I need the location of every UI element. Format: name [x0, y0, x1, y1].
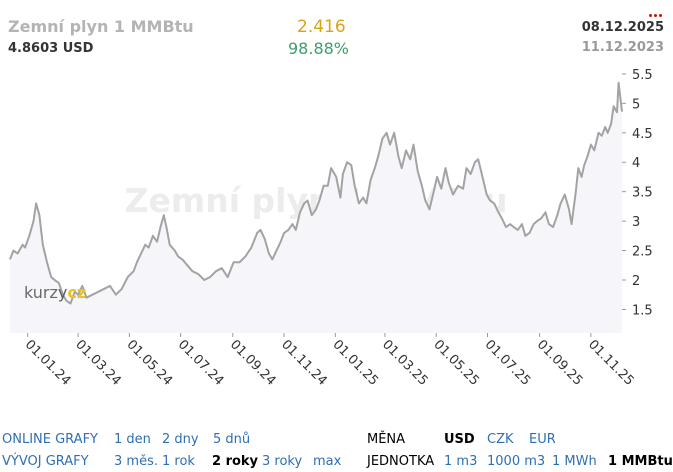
- x-tick-label: 01.07.25: [482, 337, 534, 389]
- range-1-day[interactable]: 1 den: [114, 432, 151, 447]
- price-change-percent: 98.88%: [288, 39, 350, 58]
- chart-title: Zemní plyn 1 MMBtu: [8, 17, 194, 36]
- y-tick-label: 2.5: [632, 245, 653, 260]
- history-charts-label: VÝVOJ GRAFY: [2, 454, 89, 469]
- current-price: 4.8603 USD: [8, 41, 94, 56]
- range-1-year[interactable]: 1 rok: [162, 454, 195, 469]
- y-tick-label: 5.5: [632, 68, 653, 83]
- range-5-days[interactable]: 5 dnů: [213, 432, 251, 447]
- y-tick-label: 3: [632, 215, 640, 230]
- price-change: 2.416: [297, 17, 346, 37]
- unit-1-m3[interactable]: 1 m3: [444, 454, 478, 469]
- y-tick-label: 2: [632, 274, 640, 289]
- currency-label: MĚNA: [367, 432, 406, 447]
- y-tick-label: 3.5: [632, 186, 653, 201]
- x-tick-label: 01.01.24: [22, 337, 74, 389]
- x-tick-label: 01.03.25: [379, 337, 431, 389]
- x-tick-label: 01.11.25: [585, 337, 637, 389]
- range-3-years[interactable]: 3 roky: [262, 454, 303, 469]
- x-tick-label: 01.01.25: [330, 337, 382, 389]
- unit-1-mmbtu[interactable]: 1 MMBtu: [608, 454, 673, 469]
- x-tick-label: 01.09.24: [227, 337, 279, 389]
- date-from: 11.12.2023: [581, 40, 664, 55]
- x-tick-label: 01.09.25: [534, 337, 586, 389]
- x-tick-label: 01.07.24: [175, 337, 227, 389]
- range-2-days[interactable]: 2 dny: [162, 432, 199, 447]
- x-tick-label: 01.03.24: [72, 337, 124, 389]
- y-tick-label: 4: [632, 156, 640, 171]
- x-tick-label: 01.11.24: [278, 337, 330, 389]
- unit-1000-m3[interactable]: 1000 m3: [487, 454, 546, 469]
- currency-czk[interactable]: CZK: [487, 432, 514, 447]
- x-tick-label: 01.05.25: [430, 337, 482, 389]
- unit-label: JEDNOTKA: [367, 454, 435, 469]
- y-tick-label: 5: [632, 97, 640, 112]
- price-area: [10, 82, 622, 333]
- date-to: 08.12.2025: [581, 20, 664, 35]
- price-line: [9, 81, 623, 305]
- range-3-months[interactable]: 3 měs.: [114, 454, 158, 469]
- price-chart: Zemní plyn 1 MMBtu 1.522.533.544.555.5 0…: [9, 68, 653, 389]
- y-tick-label: 1.5: [632, 303, 653, 318]
- online-charts-label: ONLINE GRAFY: [2, 432, 98, 447]
- kurzy-logo: kurzycz: [24, 283, 86, 302]
- more-dots-icon[interactable]: [647, 2, 662, 21]
- range-2-years[interactable]: 2 roky: [212, 454, 259, 469]
- x-tick-label: 01.05.24: [124, 337, 176, 389]
- range-max[interactable]: max: [313, 454, 342, 469]
- currency-usd[interactable]: USD: [444, 432, 475, 447]
- currency-eur[interactable]: EUR: [529, 432, 556, 447]
- unit-1-mwh[interactable]: 1 MWh: [552, 454, 597, 469]
- y-tick-label: 4.5: [632, 127, 653, 142]
